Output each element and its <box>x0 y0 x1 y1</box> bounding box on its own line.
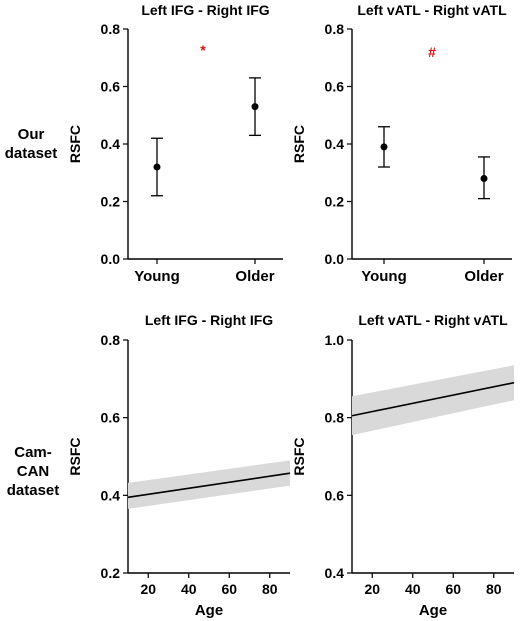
y-tick-label: 0.6 <box>325 79 345 95</box>
chart-panel-1: Left IFG - Right IFG 0.0 0.2 0.4 0.6 0.8 RSFC Y… <box>67 2 283 285</box>
y-axis-label: RSFC <box>291 437 307 475</box>
regression-line <box>127 472 291 499</box>
y-tick-label: 0.6 <box>101 79 121 95</box>
row-label-line-2: dataset <box>4 145 58 162</box>
y-tick-label: 0.2 <box>101 565 121 581</box>
y-tick-label: 0.6 <box>325 487 345 503</box>
chart-title: Left IFG - Right IFG <box>141 2 269 18</box>
chart-panel-3: Left IFG - Right IFG 0.2 0.4 0.6 0.8 RSFC 20 40… <box>67 312 291 619</box>
y-tick-label: 0.8 <box>101 21 121 37</box>
x-tick-label: Older <box>464 268 503 285</box>
y-tick-label: 0.0 <box>101 251 121 267</box>
row-label-our-dataset: Our dataset <box>0 125 62 163</box>
chart-title: Left vATL - Right vATL <box>358 312 508 328</box>
y-tick-label: 1.0 <box>325 332 345 348</box>
x-tick-label: 20 <box>364 581 380 597</box>
y-tick-label: 0.4 <box>101 487 121 503</box>
x-axis-label: Age <box>419 602 447 619</box>
y-tick-label: 0.4 <box>325 136 345 152</box>
y-tick-label: 0.8 <box>325 410 345 426</box>
chart-panel-4: Left vATL - Right vATL 0.4 0.6 0.8 1.0 RSFC 20… <box>291 312 515 619</box>
y-axis-label: RSFC <box>67 125 83 163</box>
x-tick-label: 20 <box>140 581 156 597</box>
chart-title: Left vATL - Right vATL <box>357 2 507 18</box>
y-tick-label: 0.2 <box>325 194 345 210</box>
data-point <box>251 103 259 111</box>
y-axis-label: RSFC <box>291 125 307 163</box>
x-tick-label: Young <box>361 268 407 285</box>
data-point <box>380 143 388 151</box>
significance-annotation: * <box>200 42 206 58</box>
row-label-line-2: dataset <box>6 482 60 499</box>
confidence-band <box>352 365 514 436</box>
x-axis-label: Age <box>195 602 223 619</box>
x-tick-label: Older <box>235 268 274 285</box>
row-label-line-1: Cam-CAN <box>14 444 52 480</box>
y-tick-label: 0.8 <box>325 21 345 37</box>
y-axis-label: RSFC <box>67 437 83 475</box>
row-label-camcan-dataset: Cam-CAN dataset <box>0 443 66 500</box>
y-tick-label: 0.0 <box>325 251 345 267</box>
row-label-line-1: Our <box>17 126 45 143</box>
chart-title: Left IFG - Right IFG <box>145 312 273 328</box>
x-tick-label: 40 <box>405 581 421 597</box>
x-tick-label: 80 <box>262 581 278 597</box>
data-point <box>153 163 161 171</box>
regression-line <box>351 381 515 417</box>
x-tick-label: 80 <box>486 581 502 597</box>
significance-annotation: # <box>428 44 436 60</box>
y-tick-label: 0.4 <box>325 565 345 581</box>
chart-panel-2: Left vATL - Right vATL 0.0 0.2 0.4 0.6 0.8 RSF… <box>291 2 512 285</box>
x-tick-label: 40 <box>181 581 197 597</box>
x-tick-label: 60 <box>221 581 237 597</box>
y-tick-label: 0.2 <box>101 194 121 210</box>
x-tick-label: 60 <box>445 581 461 597</box>
x-tick-label: Young <box>134 268 180 285</box>
y-tick-label: 0.8 <box>101 332 121 348</box>
y-tick-label: 0.6 <box>101 410 121 426</box>
data-point <box>480 175 488 182</box>
y-tick-label: 0.4 <box>101 136 121 152</box>
